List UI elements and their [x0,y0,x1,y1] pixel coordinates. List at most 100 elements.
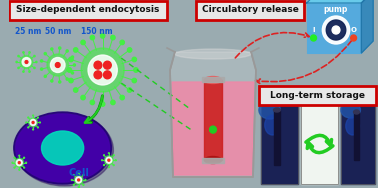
FancyArrowPatch shape [306,135,332,146]
Circle shape [29,71,30,72]
Circle shape [15,158,24,167]
Circle shape [120,40,124,45]
Circle shape [101,34,105,38]
Circle shape [33,115,34,116]
Circle shape [22,58,31,66]
Ellipse shape [16,114,110,182]
Circle shape [51,80,53,82]
Circle shape [12,162,13,163]
Polygon shape [170,52,256,177]
Circle shape [67,68,71,72]
Bar [341,104,375,184]
Circle shape [101,102,105,106]
Circle shape [47,54,68,76]
Circle shape [28,117,29,118]
Text: 25 nm: 25 nm [15,27,42,36]
Circle shape [24,167,25,168]
Circle shape [69,57,73,62]
Bar [301,104,338,184]
Text: pump: pump [324,5,348,14]
Circle shape [71,72,74,74]
Circle shape [104,61,111,69]
Ellipse shape [42,131,84,165]
Ellipse shape [341,102,361,118]
Circle shape [66,78,68,80]
Circle shape [34,55,35,57]
Circle shape [73,184,74,185]
Bar [301,104,338,184]
Text: Cell: Cell [69,168,90,178]
Circle shape [39,122,40,123]
Circle shape [326,20,346,40]
Circle shape [36,61,37,63]
Circle shape [90,35,94,40]
Circle shape [81,95,85,100]
Circle shape [209,126,216,133]
Ellipse shape [265,115,280,135]
Circle shape [71,56,74,58]
Circle shape [134,68,138,72]
Bar [204,80,222,160]
Circle shape [14,157,15,158]
Circle shape [94,61,102,69]
FancyArrowPatch shape [235,33,309,58]
Polygon shape [307,0,373,3]
Circle shape [34,67,35,69]
Circle shape [16,61,17,63]
Circle shape [108,159,110,161]
Circle shape [74,88,78,92]
Ellipse shape [259,101,280,119]
Circle shape [20,55,33,68]
Circle shape [30,119,36,126]
Circle shape [106,157,112,163]
Circle shape [55,63,60,67]
Circle shape [77,179,80,181]
FancyArrowPatch shape [85,96,102,123]
Circle shape [18,67,19,69]
Text: Size-dependent endocytosis: Size-dependent endocytosis [16,5,160,14]
Circle shape [88,55,117,85]
Circle shape [14,167,15,168]
Circle shape [332,26,340,34]
FancyArrowPatch shape [256,40,352,83]
Circle shape [90,100,94,105]
FancyBboxPatch shape [9,1,167,20]
Circle shape [104,71,111,79]
Text: O: O [350,27,356,33]
Circle shape [108,167,109,168]
Circle shape [76,177,82,183]
Circle shape [104,156,113,165]
FancyArrowPatch shape [307,142,333,153]
Circle shape [23,52,24,53]
Circle shape [351,35,356,41]
Circle shape [81,40,85,45]
Circle shape [19,155,20,156]
Ellipse shape [346,117,359,135]
Circle shape [37,117,38,118]
Bar [341,104,375,184]
Circle shape [18,162,20,164]
Bar [353,112,359,160]
Circle shape [51,48,53,50]
Polygon shape [361,0,373,53]
Ellipse shape [204,156,222,164]
Circle shape [40,60,43,62]
Circle shape [113,155,114,156]
Ellipse shape [175,49,251,59]
Circle shape [108,153,109,154]
Circle shape [59,47,61,49]
FancyBboxPatch shape [196,1,304,20]
Ellipse shape [14,112,112,184]
Bar [202,77,224,82]
Circle shape [120,95,124,100]
Circle shape [28,127,29,128]
Circle shape [132,57,136,62]
Bar [261,104,298,184]
Circle shape [115,160,116,161]
Circle shape [311,35,316,41]
Circle shape [113,165,114,166]
Circle shape [74,48,78,52]
Circle shape [111,35,115,40]
Circle shape [44,53,46,55]
Circle shape [29,118,37,127]
